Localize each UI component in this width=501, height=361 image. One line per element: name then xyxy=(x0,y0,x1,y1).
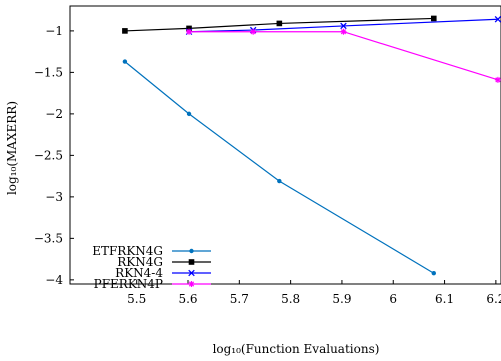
series-etfrkn4g xyxy=(122,59,436,276)
x-axis-ticks: 5.5 5.6 5.7 5.8 5.9 6 6.1 6.2 xyxy=(127,280,501,306)
y-tick-label: −3.5 xyxy=(34,231,63,245)
series-rkn4g xyxy=(122,15,437,34)
x-tick-label: 5.5 xyxy=(127,292,146,306)
data-point-rkn4g xyxy=(122,28,128,34)
data-point-rkn4g xyxy=(430,15,437,22)
legend-item: RKN4G xyxy=(117,255,211,269)
legend-label: PFERKN4P xyxy=(94,277,163,291)
legend-item: ETFRKN4G xyxy=(92,244,211,258)
legend-item: PFERKN4P xyxy=(94,277,211,291)
series-line-rkn4g xyxy=(124,17,434,32)
x-tick-label: 6.2 xyxy=(486,292,501,306)
y-tick-label: −1.5 xyxy=(34,65,63,79)
series-line-rkn4-4 xyxy=(189,18,498,33)
plot-frame xyxy=(69,5,501,285)
data-point-pferkn4p xyxy=(250,28,257,35)
series-pferkn4p xyxy=(186,28,501,83)
data-point-rkn4-4 xyxy=(494,16,501,23)
y-tick-label: −2 xyxy=(45,107,63,121)
y-axis-ticks: −1 −1.5 −2 −2.5 −3 −3.5 −4 xyxy=(34,24,74,287)
series-line-etfrkn4g xyxy=(124,61,435,274)
legend-item: RKN4-4 xyxy=(115,266,211,280)
legend-marker xyxy=(189,248,194,254)
data-point-pferkn4p xyxy=(494,76,501,83)
legend-label: RKN4-4 xyxy=(115,266,163,280)
data-point-pferkn4p xyxy=(340,28,347,35)
y-tick-label: −1 xyxy=(45,24,63,38)
data-point-rkn4g xyxy=(276,20,283,27)
x-tick-label: 5.6 xyxy=(178,292,197,306)
data-point-etfrkn4g xyxy=(122,59,128,64)
x-tick-label: 5.7 xyxy=(230,292,249,306)
y-tick-label: −2.5 xyxy=(34,148,63,162)
x-tick-label: 6 xyxy=(389,292,397,306)
legend-label: RKN4G xyxy=(117,255,163,269)
legend-marker xyxy=(188,259,195,265)
data-point-etfrkn4g xyxy=(431,271,436,276)
series-layer xyxy=(122,15,501,276)
legend-label: ETFRKN4G xyxy=(92,244,163,258)
data-point-etfrkn4g xyxy=(277,178,282,184)
y-tick-label: −3 xyxy=(45,190,63,204)
x-tick-label: 5.9 xyxy=(332,292,351,306)
x-tick-label: 5.8 xyxy=(281,292,300,306)
y-tick-label: −4 xyxy=(45,273,63,287)
data-point-pferkn4p xyxy=(186,28,193,35)
legend-marker xyxy=(188,281,195,287)
data-point-rkn4g xyxy=(186,25,192,32)
x-axis-title: log₁₀(Function Evaluations) xyxy=(213,342,380,356)
data-point-etfrkn4g xyxy=(186,111,192,117)
y-axis-title: log₁₀(MAXERR) xyxy=(5,101,19,195)
legend-marker xyxy=(188,269,195,277)
data-point-rkn4-4 xyxy=(340,22,347,30)
x-tick-label: 6.1 xyxy=(435,292,454,306)
series-line-pferkn4p xyxy=(189,31,499,81)
